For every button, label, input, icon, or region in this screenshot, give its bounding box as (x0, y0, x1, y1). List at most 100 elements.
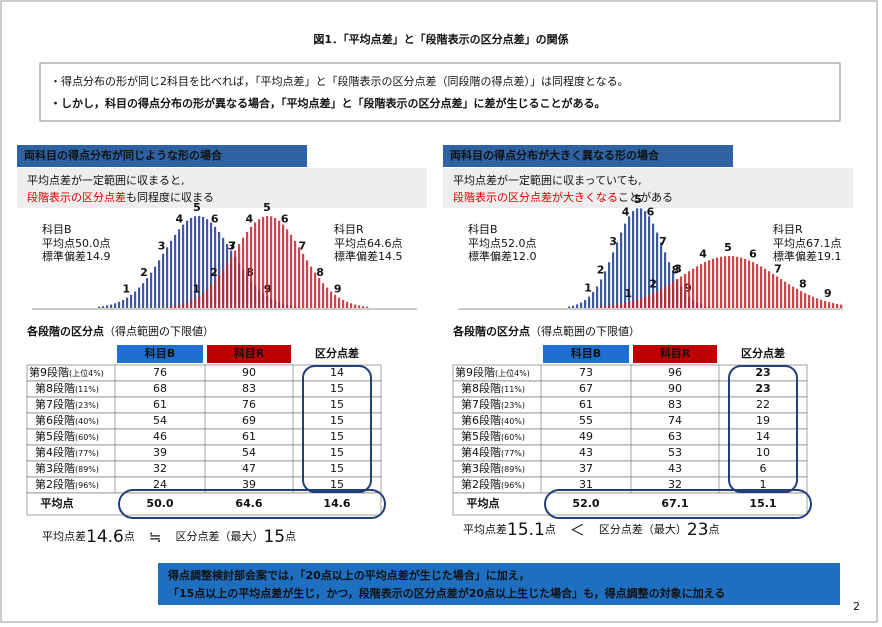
stage-name: 第9段階 (29, 365, 69, 379)
cell-value: 69 (242, 414, 256, 427)
note-rest: ことがある (618, 190, 673, 204)
distribution-bar (302, 253, 305, 308)
distribution-bar (158, 260, 161, 308)
summary-label: 平均点差 (42, 529, 86, 543)
summary-value2: 15 (263, 527, 285, 547)
stage-label: 1 (192, 282, 200, 295)
stage-name: 第5段階 (461, 429, 501, 443)
stage-label: 9 (824, 287, 832, 300)
distribution-bar (154, 266, 157, 308)
stage-label: 6 (281, 213, 289, 226)
distribution-bar (194, 298, 197, 308)
distribution-bar (366, 306, 369, 308)
stage-label: 4 (699, 248, 707, 261)
stage-pct: (96%) (501, 481, 525, 490)
table-subtitle: （得点範囲の下限値） (104, 324, 214, 338)
distribution-bar (832, 303, 835, 308)
cell-value: 37 (579, 462, 593, 475)
subject-name: 科目B (42, 222, 72, 236)
row-label: 第2段階(96%) (461, 477, 525, 491)
distribution-bar (206, 219, 209, 308)
subject-name: 科目R (773, 222, 803, 236)
distribution-bar (824, 300, 827, 308)
distribution-bar (632, 211, 635, 308)
distribution-bar (640, 298, 643, 308)
table-header: 科目B (571, 346, 601, 360)
mean-cell: 52.0 (572, 497, 599, 510)
distribution-bar (784, 281, 787, 308)
distribution-bar (652, 293, 655, 308)
stage-label: 5 (724, 241, 732, 254)
stage-pct: (77%) (501, 449, 525, 458)
stage-pct: (11%) (501, 385, 525, 394)
mean-cell: 64.6 (235, 497, 262, 510)
subject-name: 科目R (334, 222, 364, 236)
stage-label: 3 (228, 239, 236, 252)
distribution-bar (592, 292, 595, 308)
distribution-bar (640, 208, 643, 308)
distribution-bar (676, 279, 679, 308)
distribution-bar (632, 300, 635, 308)
cell-value: 63 (668, 430, 682, 443)
stage-pct: (上位4%) (69, 368, 104, 378)
mean-cell: 平均点 (41, 496, 74, 510)
distribution-bar (612, 252, 615, 308)
page-number: 2 (853, 600, 860, 613)
row-label: 第5段階(60%) (35, 429, 99, 443)
cell-value: 32 (153, 462, 167, 475)
stage-pct: (40%) (501, 417, 525, 426)
stage-pct: (23%) (501, 401, 525, 410)
distribution-bar (306, 260, 309, 308)
distribution-bar (274, 217, 277, 308)
header-cell (207, 345, 291, 363)
distribution-bar (600, 279, 603, 308)
stage-label: 4 (245, 213, 253, 226)
distribution-bar (776, 276, 779, 308)
distribution-bar (194, 216, 197, 308)
mean-oval (118, 489, 386, 519)
distribution-bar (114, 303, 117, 308)
distribution-bar (812, 296, 815, 308)
stage-name: 第4段階 (35, 445, 75, 459)
row-label: 第7段階(23%) (35, 397, 99, 411)
stage-name: 第2段階 (461, 477, 501, 491)
stage-name: 第6段階 (461, 413, 501, 427)
distribution-bar (198, 216, 201, 308)
stage-label: 2 (597, 263, 605, 276)
stage-label: 4 (622, 206, 630, 219)
distribution-bar (700, 264, 703, 308)
distribution-bar (350, 303, 353, 308)
distribution-bar (616, 242, 619, 308)
header-cell (721, 345, 805, 363)
stage-label: 7 (774, 263, 782, 276)
row-label: 第8段階(11%) (35, 381, 99, 395)
diff-oval (728, 365, 798, 493)
note-line: 段階表示の区分点差も同程度に収まる (27, 190, 214, 204)
note-bg (17, 168, 427, 208)
distribution-bar (596, 286, 599, 308)
cell-value: 76 (242, 398, 256, 411)
cell-value: 10 (756, 446, 770, 459)
distribution-bar (310, 266, 313, 308)
stage-label: 8 (316, 266, 324, 279)
cell-value: 83 (242, 382, 256, 395)
stage-label: 4 (175, 213, 183, 226)
stage-label: 9 (334, 282, 342, 295)
summary-unit2: 点 (709, 523, 720, 536)
cell-value: 15 (330, 382, 344, 395)
header-cell (295, 345, 379, 363)
row-label: 第3段階(89%) (461, 461, 525, 475)
distribution-bar (808, 295, 811, 308)
distribution-bar (214, 280, 217, 308)
cell-value: 14 (756, 430, 770, 443)
distribution-bar (178, 305, 181, 308)
stage-pct: (60%) (501, 433, 525, 442)
panel-heading: 両科目の得点分布が大きく異なる形の場合 (450, 148, 660, 162)
distribution-bar (282, 224, 285, 308)
diff-oval (302, 365, 372, 493)
distribution-bar (788, 284, 791, 308)
stage-label: 2 (140, 266, 148, 279)
distribution-bar (668, 284, 671, 308)
distribution-bar (286, 229, 289, 308)
distribution-bar (708, 260, 711, 308)
